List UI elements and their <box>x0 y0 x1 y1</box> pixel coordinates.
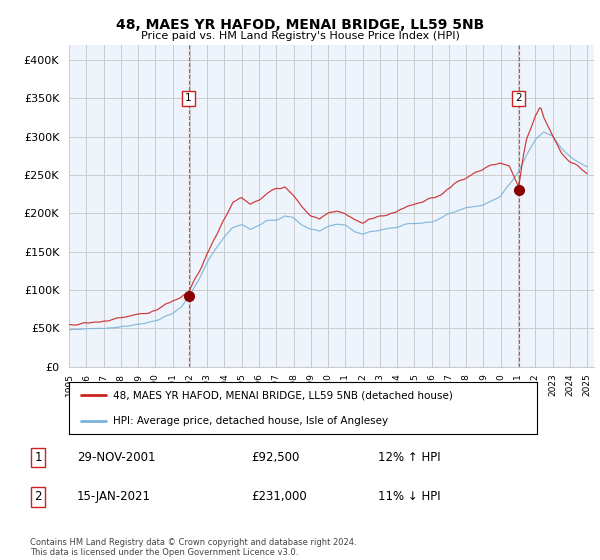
Text: 1: 1 <box>185 94 192 104</box>
Text: £92,500: £92,500 <box>251 451 299 464</box>
Text: 2: 2 <box>35 491 42 503</box>
Text: 11% ↓ HPI: 11% ↓ HPI <box>378 491 440 503</box>
Text: £231,000: £231,000 <box>251 491 307 503</box>
Text: 12% ↑ HPI: 12% ↑ HPI <box>378 451 440 464</box>
Text: 48, MAES YR HAFOD, MENAI BRIDGE, LL59 5NB (detached house): 48, MAES YR HAFOD, MENAI BRIDGE, LL59 5N… <box>113 390 454 400</box>
Text: 1: 1 <box>35 451 42 464</box>
Text: Contains HM Land Registry data © Crown copyright and database right 2024.
This d: Contains HM Land Registry data © Crown c… <box>30 538 356 557</box>
Text: 15-JAN-2021: 15-JAN-2021 <box>77 491 151 503</box>
Text: 2: 2 <box>515 94 522 104</box>
Text: 29-NOV-2001: 29-NOV-2001 <box>77 451 155 464</box>
Text: 48, MAES YR HAFOD, MENAI BRIDGE, LL59 5NB: 48, MAES YR HAFOD, MENAI BRIDGE, LL59 5N… <box>116 18 484 32</box>
Text: HPI: Average price, detached house, Isle of Anglesey: HPI: Average price, detached house, Isle… <box>113 416 389 426</box>
Text: Price paid vs. HM Land Registry's House Price Index (HPI): Price paid vs. HM Land Registry's House … <box>140 31 460 41</box>
